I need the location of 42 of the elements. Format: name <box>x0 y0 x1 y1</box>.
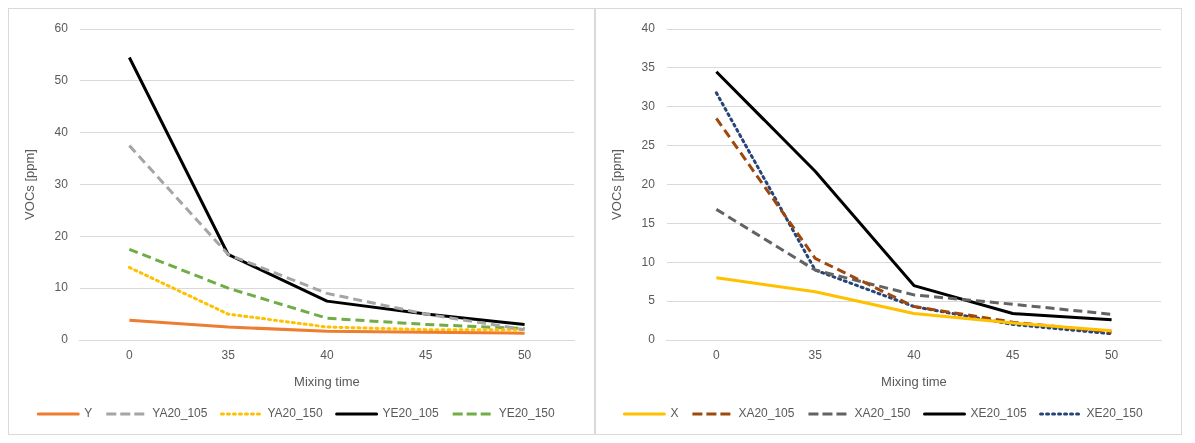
legend-label: X <box>670 406 679 421</box>
x-tick-label: 0 <box>126 347 134 362</box>
x-tick-label: 50 <box>1104 347 1119 362</box>
y-tick-label: 40 <box>54 124 69 139</box>
y-axis-title: VOCs [ppm] <box>22 149 38 220</box>
y-tick-label: 60 <box>54 21 69 36</box>
legend-label: YE20_105 <box>382 406 439 421</box>
legend-label: XE20_105 <box>970 406 1027 421</box>
x-tick-label: 45 <box>1006 347 1020 362</box>
x-tick-label: 40 <box>320 347 334 362</box>
legend-label: XA20_150 <box>854 406 911 421</box>
y-tick-label: 50 <box>54 73 69 88</box>
line-series <box>127 247 527 331</box>
line-series <box>127 144 527 332</box>
y-tick-label: 0 <box>648 332 656 347</box>
legend-label: YE20_150 <box>498 406 556 421</box>
y-tick-label: 30 <box>641 99 656 114</box>
y-tick-label: 0 <box>61 332 69 347</box>
legend-label: YA20_150 <box>267 406 323 421</box>
legend-label: XE20_150 <box>1086 406 1143 421</box>
legend-label: Y <box>84 406 93 421</box>
x-tick-label: 35 <box>221 347 236 362</box>
y-tick-label: 15 <box>641 215 656 230</box>
x-tick-label: 40 <box>907 347 921 362</box>
x-tick-label: 35 <box>808 347 823 362</box>
x-axis-title: Mixing time <box>294 373 360 389</box>
y-tick-label: 25 <box>641 137 656 152</box>
x-tick-label: 0 <box>713 347 721 362</box>
legend-label: XA20_105 <box>738 406 795 421</box>
x-tick-label: 45 <box>419 347 433 362</box>
y-tick-label: 10 <box>641 254 656 269</box>
y-tick-label: 20 <box>641 176 656 191</box>
y-tick-label: 30 <box>54 176 69 191</box>
y-tick-label: 10 <box>54 280 69 295</box>
y-tick-label: 5 <box>648 293 656 308</box>
x-axis-title: Mixing time <box>881 373 947 389</box>
legend-label: YA20_105 <box>152 406 208 421</box>
y-tick-label: 40 <box>641 21 656 36</box>
y-tick-label: 20 <box>54 228 69 243</box>
y-tick-label: 35 <box>641 60 656 75</box>
x-tick-label: 50 <box>517 347 532 362</box>
y-axis-title: VOCs [ppm] <box>609 149 625 220</box>
